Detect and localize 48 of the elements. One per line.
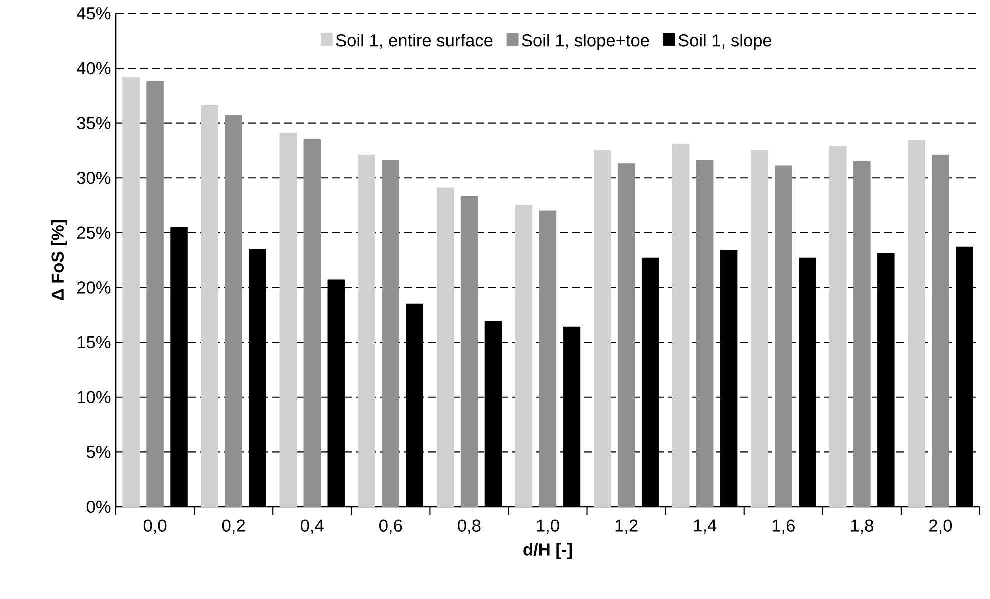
y-tick-label: 0% xyxy=(86,500,111,514)
x-tick-label: 2,0 xyxy=(930,520,952,534)
x-tick-label: 0,4 xyxy=(300,520,324,534)
bar xyxy=(122,76,140,508)
y-tick-label: 45% xyxy=(77,8,111,20)
bar xyxy=(594,150,612,508)
y-tick-label: 5% xyxy=(86,446,111,458)
x-tick-label: 0,0 xyxy=(144,520,167,534)
bar xyxy=(280,132,297,508)
bar xyxy=(539,210,557,508)
legend-label: Soil 1, slope xyxy=(678,34,772,50)
y-tick-label: 35% xyxy=(77,117,111,130)
x-tick-label: 1,0 xyxy=(537,520,560,534)
y-axis-title: Δ FoS [%] xyxy=(51,220,68,300)
bar xyxy=(304,139,321,508)
x-axis-title: d/H [-] xyxy=(524,543,572,560)
x-tick-label: 1,6 xyxy=(772,520,795,534)
y-tick-label: 30% xyxy=(77,172,111,184)
legend-label: Soil 1, entire surface xyxy=(336,34,493,49)
bar xyxy=(672,144,690,508)
bar xyxy=(854,161,871,508)
bar xyxy=(515,205,533,508)
y-tick-label: 10% xyxy=(78,391,111,404)
bar xyxy=(751,150,768,508)
y-tick-label: 25% xyxy=(77,226,111,240)
bar xyxy=(696,160,714,508)
bar xyxy=(460,196,478,508)
legend-label: Soil 1, slope+toe xyxy=(522,34,650,50)
bar xyxy=(436,188,454,508)
bar xyxy=(358,154,376,508)
bar xyxy=(908,140,926,508)
x-tick-label: 0,2 xyxy=(222,520,245,534)
y-tick-label: 15% xyxy=(78,336,111,349)
bar xyxy=(830,146,847,508)
bar xyxy=(146,81,164,508)
bar xyxy=(775,166,792,508)
bar xyxy=(201,105,218,508)
x-tick-label: 1,4 xyxy=(694,520,717,534)
y-tick-label: 20% xyxy=(77,282,111,294)
x-tick-label: 0,6 xyxy=(380,520,402,534)
bar xyxy=(225,115,242,508)
x-tick-label: 1,2 xyxy=(616,520,638,534)
x-tick-label: 1,8 xyxy=(851,520,874,534)
bar xyxy=(382,160,400,508)
y-tick-label: 40% xyxy=(77,62,111,75)
x-tick-label: 0,8 xyxy=(458,520,481,534)
bar xyxy=(618,164,636,508)
bar xyxy=(932,154,950,508)
